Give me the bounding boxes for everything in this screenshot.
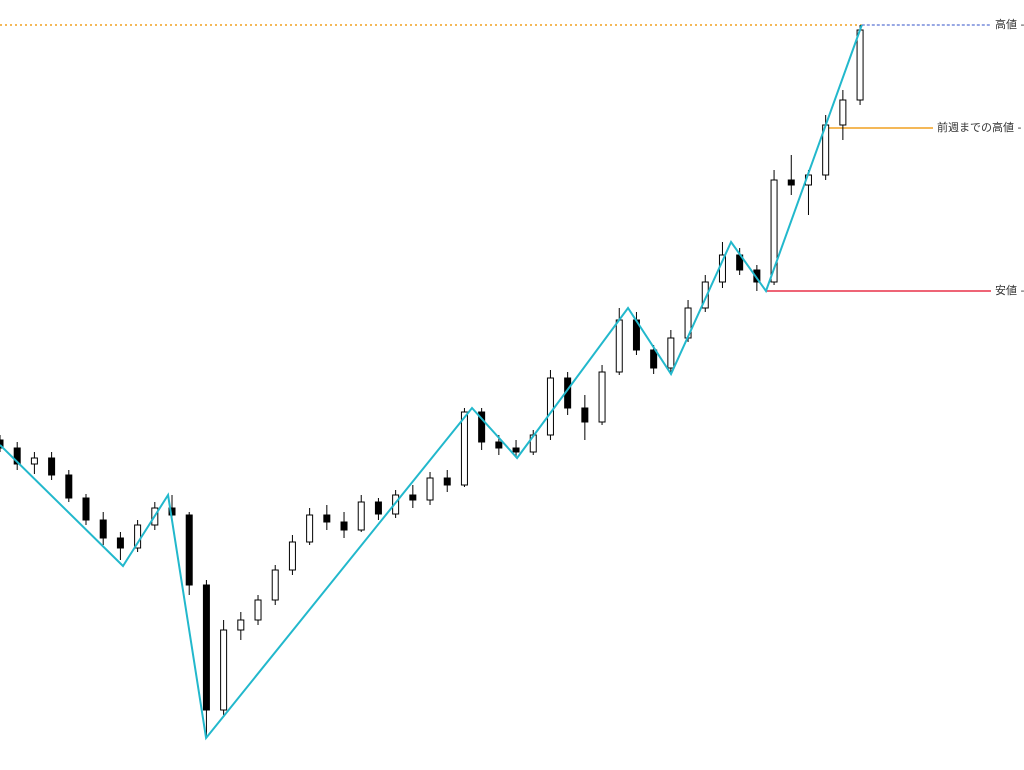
- candle-body: [615, 319, 623, 373]
- level-label: 高値 -: [995, 17, 1024, 31]
- candle-body: [753, 269, 761, 283]
- candle-body: [65, 474, 73, 499]
- candle-body: [237, 619, 245, 631]
- candle-body: [512, 447, 520, 453]
- candle-body: [0, 439, 4, 449]
- candle-body: [254, 599, 262, 621]
- candle-body: [460, 411, 468, 486]
- candle-body: [787, 179, 795, 186]
- candle-body: [374, 501, 382, 515]
- candle-body: [478, 411, 486, 443]
- candle-body: [288, 541, 296, 571]
- candle-body: [13, 447, 21, 465]
- candle-body: [30, 457, 38, 465]
- candle-body: [839, 99, 847, 126]
- candle-body: [220, 629, 228, 711]
- candle-body: [581, 407, 589, 423]
- candle-body: [116, 537, 124, 549]
- candle-body: [48, 457, 56, 476]
- level-label: 前週までの高値 -: [937, 120, 1021, 134]
- candle-body: [426, 477, 434, 501]
- candle-body: [271, 569, 279, 601]
- candle-body: [770, 179, 778, 283]
- candle-body: [306, 514, 314, 543]
- candle-body: [409, 494, 417, 501]
- candle-body: [443, 477, 451, 486]
- candle-body: [185, 514, 193, 586]
- candle-body: [495, 441, 503, 449]
- candle-body: [323, 514, 331, 523]
- candle-body: [546, 377, 554, 436]
- zigzag-line: [0, 24, 863, 741]
- level-label: 安値 -: [995, 283, 1024, 297]
- candle-body: [650, 349, 658, 369]
- candle-body: [202, 584, 210, 711]
- candle-body: [82, 497, 90, 521]
- candle-body: [667, 337, 675, 369]
- candle-body: [598, 371, 606, 423]
- candle-body: [701, 281, 709, 309]
- candle-body: [856, 29, 864, 101]
- candle-body: [392, 494, 400, 515]
- candle-body: [357, 501, 365, 531]
- candle-body: [99, 519, 107, 539]
- candle-body: [340, 521, 348, 531]
